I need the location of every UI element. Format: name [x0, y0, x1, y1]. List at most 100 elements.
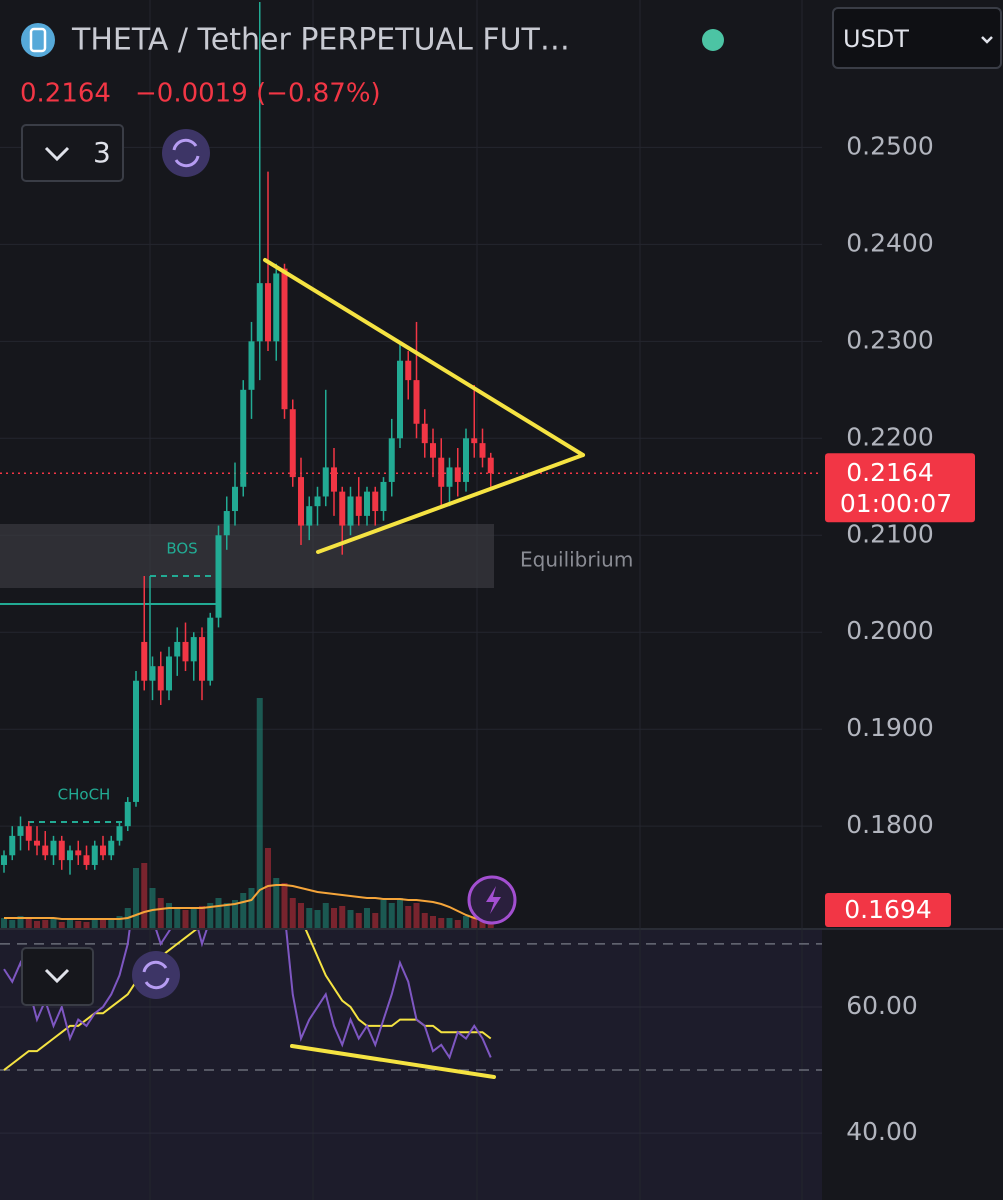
- low-tag-label: 0.1694: [844, 895, 931, 924]
- volume-bar: [306, 908, 313, 928]
- volume-bar: [405, 906, 412, 928]
- candle-body: [1, 855, 7, 865]
- volume-bar: [207, 903, 214, 928]
- volume-bar: [190, 908, 197, 928]
- volume-bar: [215, 898, 222, 928]
- candle-body: [240, 389, 247, 487]
- candle-body: [364, 491, 370, 516]
- volume-bar: [174, 908, 181, 928]
- volume-bar: [438, 918, 445, 928]
- y-tick-label: 0.1900: [846, 713, 933, 742]
- volume-bar: [479, 920, 486, 928]
- candle-body: [454, 467, 461, 482]
- candle-body: [149, 666, 156, 681]
- sync-button[interactable]: [162, 129, 210, 177]
- sync-icon: [172, 138, 200, 168]
- candle-body: [91, 845, 98, 865]
- volume-ma: [4, 884, 491, 922]
- candle-body: [207, 617, 214, 681]
- candle-body: [174, 641, 181, 657]
- volume-bar: [83, 922, 90, 928]
- candle-body: [463, 438, 469, 482]
- candle-body: [232, 486, 238, 512]
- volume-bar: [388, 903, 395, 928]
- candle-body: [413, 380, 420, 424]
- volume-bar: [199, 906, 205, 928]
- volume-bar: [446, 918, 453, 928]
- candle-body: [347, 496, 354, 526]
- volume-bar: [149, 888, 156, 928]
- price-tag: [825, 453, 975, 523]
- volume-bar: [289, 898, 296, 928]
- volume-bar: [116, 916, 123, 928]
- countdown-label: 01:00:07: [840, 489, 952, 518]
- volume-bar: [347, 910, 354, 928]
- rsi-chevron: [44, 968, 70, 984]
- price-plot: [0, 1, 822, 928]
- choch-label: CHoCH: [58, 786, 111, 804]
- candle-body: [314, 496, 321, 507]
- volume-bar: [50, 918, 57, 928]
- volume-bar: [454, 920, 461, 928]
- candle-body: [380, 481, 387, 512]
- select-chevron: [981, 36, 993, 44]
- y-tick-label: 0.2000: [846, 616, 933, 645]
- volume-bar: [91, 919, 98, 928]
- volume-bar: [265, 848, 271, 928]
- toggle-chevron: [44, 146, 70, 162]
- status-dot: [702, 29, 724, 51]
- vertical-grid: [149, 0, 803, 1200]
- candle-body: [339, 491, 346, 526]
- indicator-toggle[interactable]: [21, 124, 124, 182]
- candle-body: [479, 443, 486, 458]
- volume-bar: [223, 903, 230, 928]
- volume-bar: [157, 898, 164, 928]
- candle-body: [190, 637, 197, 662]
- volume-bar: [182, 910, 189, 928]
- rsi-toggle[interactable]: [21, 947, 94, 1006]
- volume-bar: [67, 920, 73, 928]
- candle-body: [322, 467, 329, 497]
- y-tick-label: 0.2300: [846, 325, 933, 354]
- volume-bar: [256, 698, 263, 928]
- candle-body: [124, 801, 131, 827]
- y-tick-label: 0.2400: [846, 228, 933, 257]
- price-change: −0.0019 (−0.87%): [135, 79, 381, 109]
- rsi-ma-line: [3, 930, 492, 1071]
- candle-body: [298, 477, 304, 526]
- candle-body: [141, 641, 148, 681]
- volume-bar: [487, 922, 494, 928]
- y-tick-label: 0.1800: [846, 810, 933, 839]
- rsi-line: [3, 930, 492, 1060]
- volume-bar: [240, 893, 247, 928]
- rsi-tick-label: 60.00: [846, 991, 918, 1020]
- candle-body: [388, 438, 395, 482]
- volume-bar: [331, 908, 337, 928]
- candle-body: [42, 845, 49, 856]
- volume-bar: [372, 913, 379, 928]
- candle-body: [166, 656, 172, 691]
- rsi-plot: [3, 930, 492, 1071]
- candle-body: [405, 360, 412, 381]
- coin-glyph: [29, 27, 47, 53]
- candle-body: [9, 835, 16, 856]
- candle-body: [248, 341, 255, 390]
- volume-bar: [17, 916, 24, 928]
- currency-select[interactable]: [832, 7, 1002, 69]
- last-price: 0.2164: [20, 79, 111, 109]
- low-tag: [825, 893, 951, 927]
- candle-body: [50, 840, 57, 856]
- rsi-sync-icon: [142, 960, 170, 990]
- volume-bar: [471, 918, 478, 928]
- symbol-title: THETA / Tether PERPETUAL FUT…: [71, 23, 570, 58]
- price-axis: 0.2500 0.2400 0.2300 0.2200 0.2100 0.2000 0.19…: [825, 131, 975, 1146]
- volume-bar: [397, 898, 403, 928]
- volume-bar: [9, 920, 16, 928]
- candle-body: [157, 666, 164, 691]
- candle-body: [75, 850, 82, 856]
- candle-body: [430, 443, 436, 458]
- rsi-sync-button[interactable]: [132, 951, 180, 999]
- candle-body: [199, 637, 205, 681]
- candle-body: [355, 496, 362, 516]
